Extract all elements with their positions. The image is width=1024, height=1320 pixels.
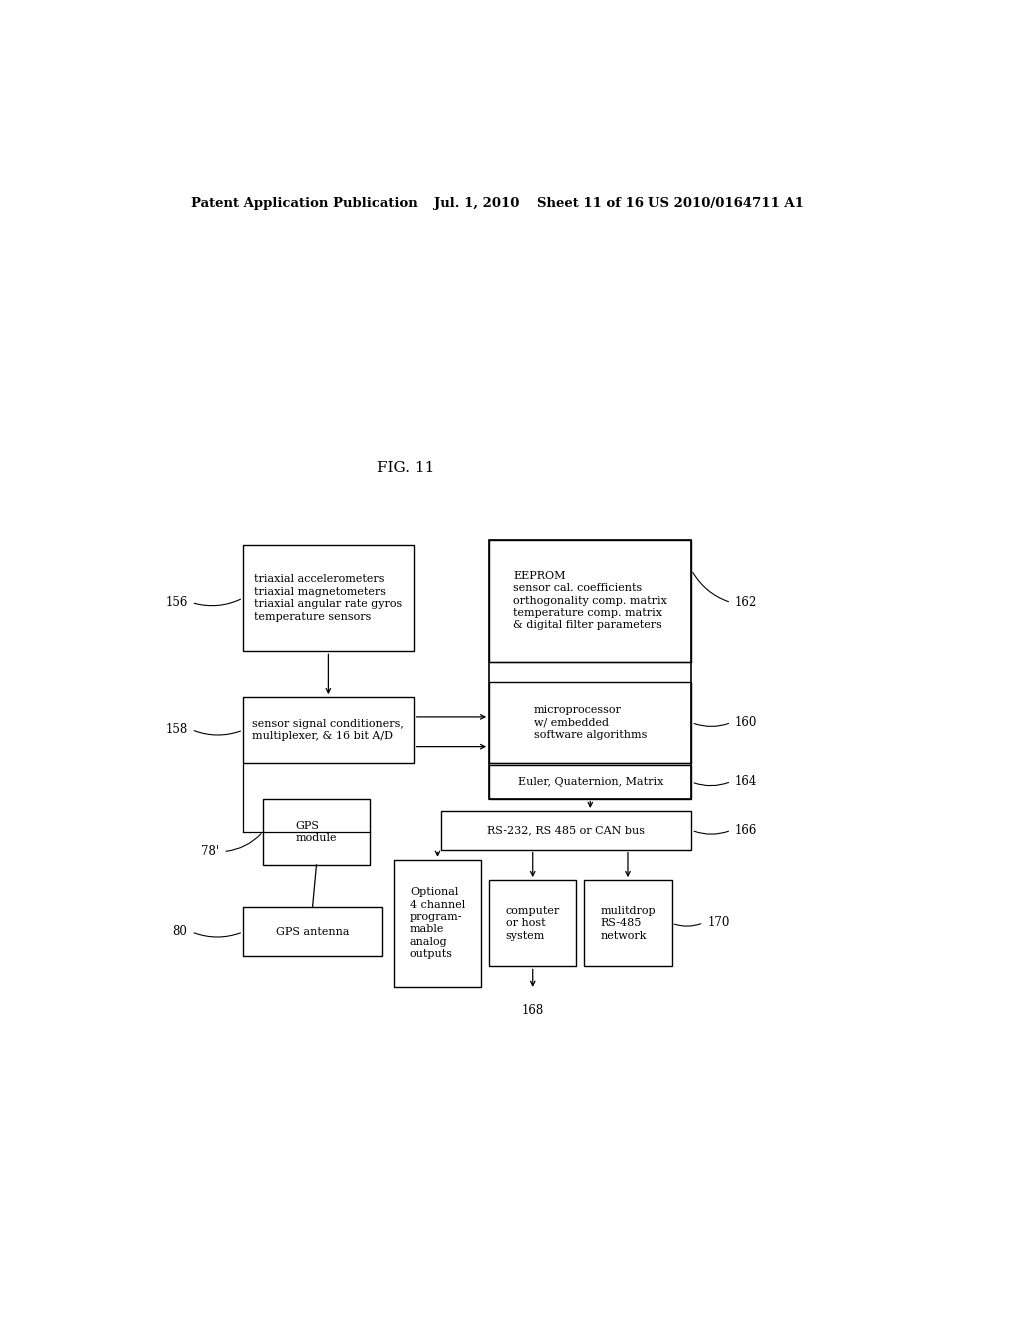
Text: 160: 160 (735, 715, 758, 729)
Text: FIG. 11: FIG. 11 (377, 462, 434, 475)
Text: Sheet 11 of 16: Sheet 11 of 16 (537, 197, 644, 210)
Text: 156: 156 (165, 597, 187, 609)
Text: Jul. 1, 2010: Jul. 1, 2010 (433, 197, 519, 210)
Text: 166: 166 (735, 824, 758, 837)
Text: EEPROM
sensor cal. coefficients
orthogonality comp. matrix
temperature comp. mat: EEPROM sensor cal. coefficients orthogon… (513, 570, 668, 631)
FancyBboxPatch shape (441, 810, 691, 850)
Text: Euler, Quaternion, Matrix: Euler, Quaternion, Matrix (517, 777, 663, 787)
FancyBboxPatch shape (243, 545, 414, 651)
Text: 164: 164 (735, 775, 758, 788)
Text: Optional
4 channel
program-
mable
analog
outputs: Optional 4 channel program- mable analog… (410, 887, 465, 960)
Text: 78': 78' (202, 845, 219, 858)
Text: RS-232, RS 485 or CAN bus: RS-232, RS 485 or CAN bus (487, 825, 645, 836)
FancyBboxPatch shape (243, 697, 414, 763)
Text: triaxial accelerometers
triaxial magnetometers
triaxial angular rate gyros
tempe: triaxial accelerometers triaxial magneto… (254, 574, 402, 622)
Text: microprocessor
w/ embedded
software algorithms: microprocessor w/ embedded software algo… (534, 705, 647, 741)
FancyBboxPatch shape (489, 540, 691, 661)
Text: 162: 162 (735, 597, 758, 609)
FancyBboxPatch shape (243, 907, 382, 956)
Text: 158: 158 (165, 723, 187, 737)
Text: GPS
module: GPS module (296, 821, 337, 843)
Text: sensor signal conditioners,
multiplexer, & 16 bit A/D: sensor signal conditioners, multiplexer,… (253, 719, 404, 742)
Text: 80: 80 (173, 925, 187, 939)
Text: computer
or host
system: computer or host system (506, 906, 560, 941)
Text: GPS antenna: GPS antenna (275, 927, 349, 937)
Text: US 2010/0164711 A1: US 2010/0164711 A1 (648, 197, 804, 210)
FancyBboxPatch shape (394, 859, 481, 987)
FancyBboxPatch shape (489, 766, 691, 799)
FancyBboxPatch shape (263, 799, 370, 865)
Text: Patent Application Publication: Patent Application Publication (191, 197, 418, 210)
Text: mulitdrop
RS-485
network: mulitdrop RS-485 network (600, 906, 655, 941)
Text: 168: 168 (521, 1003, 544, 1016)
FancyBboxPatch shape (489, 880, 577, 966)
FancyBboxPatch shape (489, 682, 691, 763)
FancyBboxPatch shape (585, 880, 672, 966)
Text: 170: 170 (708, 916, 730, 929)
